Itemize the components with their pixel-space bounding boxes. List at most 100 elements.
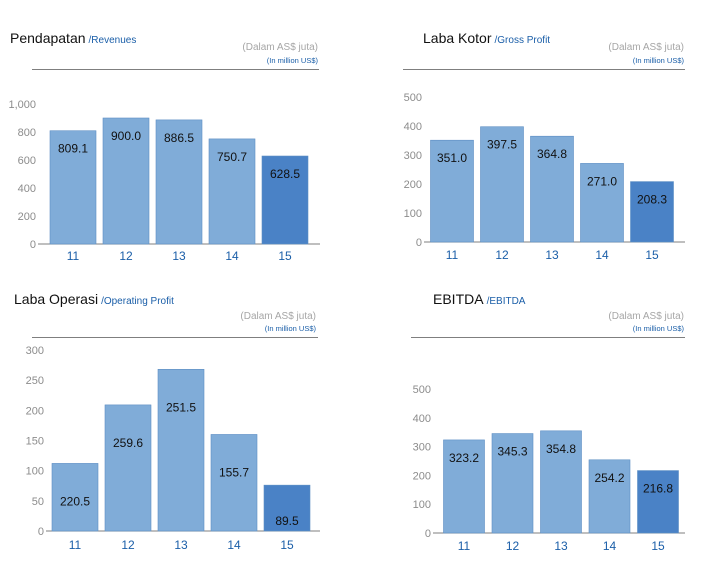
y-tick-label: 50 [32,496,44,508]
y-tick-label: 0 [38,526,44,538]
y-tick-label: 200 [404,179,422,191]
revenues-unit-en: (In million US$) [266,56,318,65]
revenues-header-rule [32,69,319,70]
revenues-title-local: Pendapatan [10,30,86,46]
bar [51,463,99,532]
y-tick-label: 300 [26,345,44,357]
bar-value-label: 208.3 [637,193,667,207]
bar [443,439,485,534]
bar [630,181,674,243]
ebitda-title: EBITDA/EBITDA [433,291,525,307]
bar [530,135,574,243]
y-tick-label: 0 [425,528,431,540]
y-tick-label: 150 [26,436,44,448]
y-tick-label: 300 [404,150,422,162]
bar [540,430,582,534]
bar [208,138,256,245]
category-label: 13 [545,248,559,262]
y-tick-label: 0 [416,237,422,249]
y-tick-label: 100 [413,499,431,511]
y-tick-label: 0 [30,239,36,251]
y-tick-label: 400 [18,183,36,195]
operating-profit-title-local: Laba Operasi [14,291,99,307]
bar-value-label: 155.7 [219,465,249,479]
operating-profit-header-rule [32,337,318,338]
category-label: 11 [67,249,80,263]
bar-value-label: 886.5 [164,131,194,145]
bar-value-label: 351.0 [437,151,467,165]
y-tick-label: 400 [404,121,422,133]
category-label: 15 [278,249,292,263]
y-tick-label: 600 [18,155,36,167]
bar-value-label: 354.8 [546,442,576,456]
ebitda-unit-en: (In million US$) [632,324,684,333]
revenues-chart: 0 200 400 600 800 1,000 809.1 11 900.0 12 886.5 13 7… [8,99,320,263]
bar-value-label: 251.5 [166,400,196,414]
bar [430,139,474,243]
y-tick-label: 200 [26,405,44,417]
operating-profit-unit-local: (Dalam AS$ juta) [240,311,316,322]
bar [261,155,309,245]
operating-profit-chart: 0 50 100 150 200 250 300 220.5 11 259.6 12 251.5 13 1… [26,345,320,552]
bar-value-label: 259.6 [113,436,143,450]
bar-value-label: 254.2 [594,471,624,485]
category-label: 15 [651,539,665,553]
bar [263,484,311,532]
bar-value-label: 750.7 [217,150,247,164]
bar-value-label: 216.8 [643,482,673,496]
y-tick-label: 500 [404,92,422,104]
revenues-unit-local: (Dalam AS$ juta) [242,42,318,53]
category-label: 14 [227,538,241,552]
operating-profit-title-en: /Operating Profit [101,296,174,307]
bar [637,470,679,534]
bar [588,459,631,534]
bar-value-label: 345.3 [497,445,527,459]
bar [491,433,534,534]
category-label: 13 [554,539,568,553]
y-tick-label: 100 [404,208,422,220]
category-label: 11 [458,539,471,553]
gross-profit-title: Laba Kotor/Gross Profit [423,30,550,46]
category-label: 13 [174,538,188,552]
bar [155,119,203,245]
y-tick-label: 400 [413,413,431,425]
y-tick-label: 100 [26,466,44,478]
ebitda-chart: 0 100 200 300 400 500 323.2 11 345.3 12 354.8 13 254… [413,384,685,553]
category-label: 12 [119,249,133,263]
bar-value-label: 397.5 [487,138,517,152]
bar-value-label: 900.0 [111,129,141,143]
y-tick-label: 800 [18,127,36,139]
gross-profit-title-local: Laba Kotor [423,30,492,46]
category-label: 14 [603,539,617,553]
category-label: 12 [121,538,135,552]
category-label: 12 [506,539,520,553]
bar [102,117,150,245]
bar [480,126,524,243]
gross-profit-unit-en: (In million US$) [632,56,684,65]
category-label: 12 [495,248,509,262]
y-tick-label: 200 [18,211,36,223]
category-label: 15 [645,248,659,262]
bar-value-label: 628.5 [270,167,300,181]
bar [49,130,97,245]
bar [210,434,258,532]
y-tick-label: 300 [413,442,431,454]
revenues-title: Pendapatan/Revenues [10,30,136,46]
operating-profit-title: Laba Operasi/Operating Profit [14,291,174,307]
bar-value-label: 220.5 [60,494,90,508]
ebitda-title-en: /EBITDA [486,296,526,307]
ebitda-header-rule [411,337,685,338]
revenues-title-en: /Revenues [88,35,137,46]
y-tick-label: 500 [413,384,431,396]
category-label: 11 [446,248,459,262]
ebitda-unit-local: (Dalam AS$ juta) [608,311,684,322]
category-label: 15 [280,538,294,552]
y-tick-label: 200 [413,470,431,482]
bar [104,404,152,532]
gross-profit-header-rule [403,69,685,70]
bar-value-label: 323.2 [449,451,479,465]
gross-profit-chart: 0 100 200 300 400 500 351.0 11 397.5 12 364.8 13 271… [404,92,685,262]
ebitda-title-local: EBITDA [433,291,484,307]
operating-profit-unit-en: (In million US$) [264,324,316,333]
bar-value-label: 364.8 [537,147,567,161]
